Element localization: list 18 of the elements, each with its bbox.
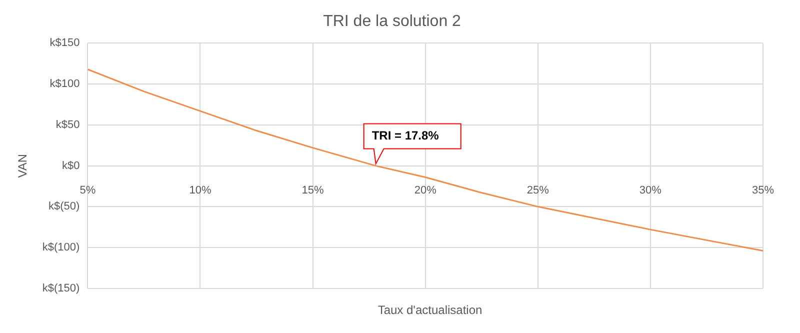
y-tick-label: k$0 — [62, 160, 80, 172]
x-tick-label: 30% — [639, 184, 662, 196]
y-axis-title: VAN — [16, 154, 30, 178]
y-tick-label: k$(50) — [48, 200, 80, 213]
annotation: TRI = 17.8% — [372, 128, 440, 143]
y-tick-label: k$150 — [50, 37, 80, 50]
x-tick-label: 15% — [302, 184, 324, 196]
x-tick-label: 5% — [80, 184, 96, 196]
x-tick-label: 35% — [752, 184, 774, 196]
y-tick-label: k$100 — [50, 78, 80, 90]
y-tick-label: k$50 — [56, 118, 80, 131]
y-tick-label: k$(150) — [42, 282, 80, 294]
y-tick-label: k$(100) — [42, 242, 80, 254]
x-tick-label: 25% — [526, 184, 550, 196]
x-tick-label: 10% — [189, 184, 212, 196]
x-tick-label: 20% — [414, 184, 437, 196]
x-axis-title: Taux d'actualisation — [376, 303, 484, 317]
chart-title: TRI de la solution 2 — [323, 13, 462, 30]
